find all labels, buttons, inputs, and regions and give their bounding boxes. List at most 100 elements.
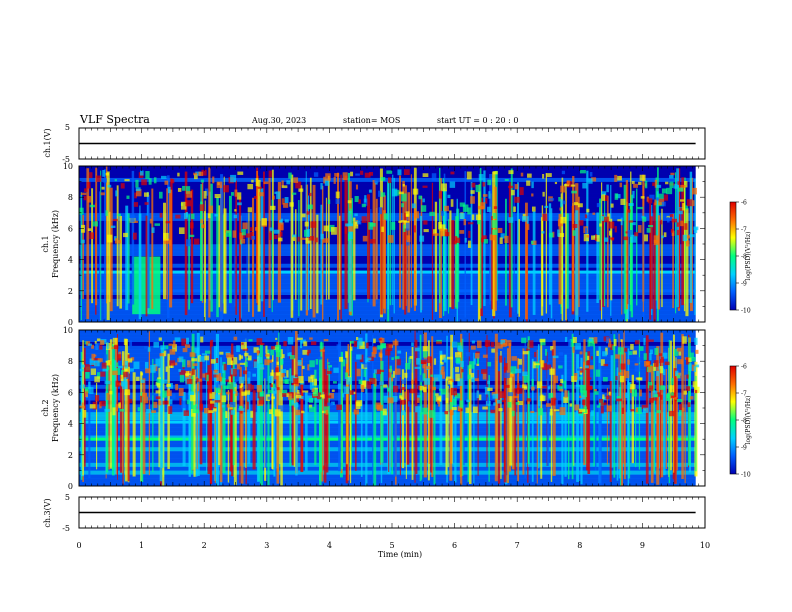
spectrogram-cell <box>338 356 344 362</box>
spectrogram-cell <box>319 349 325 352</box>
spectrogram-cell <box>480 202 486 210</box>
spectrogram-cell <box>178 369 182 372</box>
spectrogram-streak <box>454 391 457 483</box>
spectrogram-cell <box>297 389 300 394</box>
spectrogram-cell <box>563 183 570 187</box>
spectrogram-cell <box>563 396 569 403</box>
spectrogram-cell <box>310 374 315 379</box>
spectrogram-cell <box>595 234 598 241</box>
spectrogram-cell <box>588 178 593 184</box>
spectrogram-cell <box>115 380 120 387</box>
spectrogram-cell <box>498 408 503 412</box>
spectrogram-cell <box>617 347 624 355</box>
spectrogram-cell <box>356 337 359 341</box>
spectrogram-streak <box>380 207 383 315</box>
spectrogram-cell <box>280 358 284 366</box>
spectrogram-cell <box>523 386 528 390</box>
spectrogram-cell <box>281 185 288 189</box>
spectrogram-streak <box>606 387 608 465</box>
spectrogram-streak <box>587 351 591 475</box>
spectrogram-streak <box>393 177 395 314</box>
spectrogram-streak <box>517 182 520 314</box>
spectrogram-cell <box>261 218 267 226</box>
spectrogram-streak <box>256 170 258 304</box>
spectrogram-cell <box>640 196 645 199</box>
spectrogram-cell <box>689 234 695 238</box>
spectrogram-cell <box>433 374 440 382</box>
spectrogram-streak <box>307 195 310 311</box>
ch2-colorbar-gradient <box>729 365 737 475</box>
spectrogram-cell <box>553 409 560 412</box>
spectrogram-cell <box>630 234 637 243</box>
spectrogram-cell <box>159 191 163 199</box>
spectrogram-cell <box>270 361 276 370</box>
spectrogram-streak <box>508 182 512 318</box>
spectrogram-cell <box>491 220 498 228</box>
spectrogram-streak <box>272 354 274 470</box>
spectrogram-cell <box>309 360 315 368</box>
spectrogram-cell <box>132 220 138 223</box>
spectrogram-cell <box>284 197 289 203</box>
spectrogram-streak <box>421 380 423 480</box>
spectrogram-cell <box>264 359 270 366</box>
spectrogram-streak <box>406 389 410 465</box>
spectrogram-cell <box>607 213 611 222</box>
spectrogram-streak <box>267 349 270 486</box>
spectrogram-row <box>79 376 696 381</box>
spectrogram-cell <box>102 366 109 372</box>
spectrogram-cell <box>112 337 118 346</box>
spectrogram-cell <box>514 184 519 190</box>
spectrogram-cell <box>163 238 170 244</box>
spectrogram-cell <box>391 221 396 230</box>
spectrogram-streak <box>208 167 211 318</box>
spectrogram-cell <box>608 221 615 229</box>
spectrogram-cell <box>453 240 457 245</box>
spectrogram-cell <box>405 362 411 370</box>
spectrogram-cell <box>691 364 696 372</box>
spectrogram-cell <box>160 345 166 350</box>
spectrogram-cell <box>559 383 563 387</box>
ch1-colorbar-gradient <box>729 201 737 311</box>
spectrogram-cell <box>404 372 408 378</box>
spectrogram-cell <box>436 400 440 404</box>
spectrogram-cell <box>190 371 193 377</box>
spectrogram-cell <box>424 378 430 385</box>
colorbar-tick-label: -10 <box>741 308 751 315</box>
spectrogram-cell <box>508 170 514 175</box>
spectrogram-cell <box>627 229 633 237</box>
spectrogram-cell <box>592 212 596 215</box>
spectrogram-cell <box>654 199 657 206</box>
spectrogram-cell <box>389 365 392 373</box>
spectrogram-cell <box>81 402 84 406</box>
spectrogram-streak <box>464 171 467 318</box>
spectrogram-cell <box>118 402 121 409</box>
spectrogram-streak <box>439 350 443 465</box>
spectrogram-cell <box>545 403 552 407</box>
spectrogram-cell <box>204 407 209 414</box>
spectrogram-cell <box>386 343 393 351</box>
spectrogram-cell <box>246 372 250 378</box>
spectrogram-cell <box>191 368 195 375</box>
station-label: station= MOS <box>343 116 400 125</box>
spectrogram-cell <box>183 410 190 416</box>
spectrogram-cell <box>572 336 577 344</box>
spectrogram-cell <box>196 378 199 383</box>
spectrogram-cell <box>165 221 171 224</box>
spectrogram-streak <box>596 212 599 304</box>
spectrogram-cell <box>358 337 363 346</box>
spectrogram-cell <box>411 342 414 347</box>
spectrogram-streak <box>354 361 357 471</box>
spectrogram-cell <box>221 377 226 384</box>
spectrogram-cell <box>307 349 311 354</box>
spectrogram-cell <box>579 351 583 355</box>
spectrogram-cell <box>356 341 360 350</box>
spectrogram-cell <box>302 349 309 355</box>
spectrogram-cell <box>137 407 140 412</box>
spectrogram-cell <box>409 355 414 359</box>
spectrogram-cell <box>215 358 219 364</box>
spectrogram-cell <box>659 366 663 374</box>
spectrogram-streak <box>462 379 465 466</box>
spectrogram-cell <box>686 357 690 365</box>
spectrogram-streak <box>263 171 265 317</box>
spectrogram-cell <box>355 401 361 409</box>
